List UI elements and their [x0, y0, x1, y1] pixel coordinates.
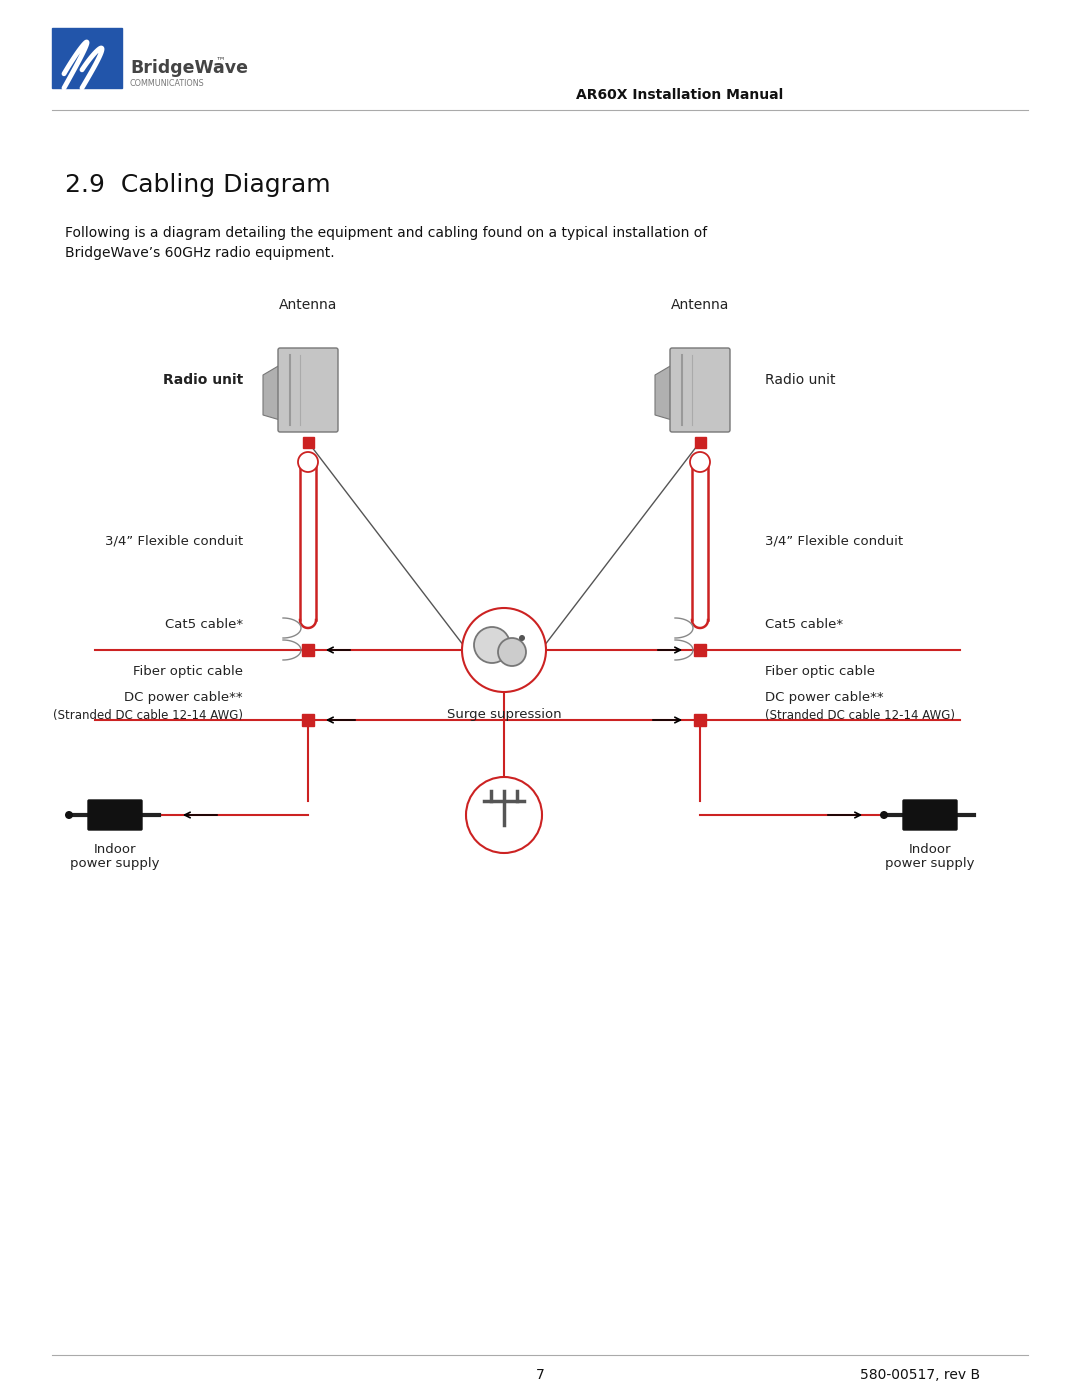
- Text: Antenna: Antenna: [671, 298, 729, 312]
- Circle shape: [519, 636, 525, 641]
- Text: COMMUNICATIONS: COMMUNICATIONS: [130, 80, 205, 88]
- FancyBboxPatch shape: [87, 800, 141, 830]
- Circle shape: [65, 812, 73, 819]
- Bar: [302, 644, 314, 657]
- Text: Radio unit: Radio unit: [765, 373, 836, 387]
- Text: Fiber optic cable: Fiber optic cable: [133, 665, 243, 679]
- Text: Indoor: Indoor: [908, 842, 951, 856]
- Text: Fiber optic cable: Fiber optic cable: [765, 665, 875, 679]
- Text: Radio unit: Radio unit: [163, 373, 243, 387]
- Bar: [302, 714, 314, 726]
- Text: Surge supression: Surge supression: [447, 708, 562, 721]
- Text: Cat5 cable*: Cat5 cable*: [765, 617, 843, 630]
- Circle shape: [690, 453, 710, 472]
- Polygon shape: [264, 365, 280, 420]
- Text: power supply: power supply: [886, 856, 975, 870]
- Text: ™: ™: [216, 54, 226, 66]
- Circle shape: [880, 812, 888, 819]
- Text: DC power cable**: DC power cable**: [765, 692, 883, 704]
- Circle shape: [498, 638, 526, 666]
- Text: 580-00517, rev B: 580-00517, rev B: [860, 1368, 980, 1382]
- Text: DC power cable**: DC power cable**: [124, 692, 243, 704]
- Text: 3/4” Flexible conduit: 3/4” Flexible conduit: [105, 535, 243, 548]
- Text: 7: 7: [536, 1368, 544, 1382]
- Text: 2.9  Cabling Diagram: 2.9 Cabling Diagram: [65, 173, 330, 197]
- Text: power supply: power supply: [70, 856, 160, 870]
- Text: BridgeWave: BridgeWave: [130, 59, 248, 77]
- Text: AR60X Installation Manual: AR60X Installation Manual: [577, 88, 784, 102]
- FancyBboxPatch shape: [670, 348, 730, 432]
- Text: Cat5 cable*: Cat5 cable*: [165, 617, 243, 630]
- Circle shape: [298, 453, 318, 472]
- Circle shape: [465, 777, 542, 854]
- Bar: [303, 437, 314, 448]
- Text: (Stranded DC cable 12-14 AWG): (Stranded DC cable 12-14 AWG): [765, 708, 955, 721]
- Bar: [694, 714, 706, 726]
- Polygon shape: [654, 365, 672, 420]
- FancyBboxPatch shape: [903, 800, 957, 830]
- Text: Indoor: Indoor: [94, 842, 136, 856]
- Text: Antenna: Antenna: [279, 298, 337, 312]
- Text: BridgeWave’s 60GHz radio equipment.: BridgeWave’s 60GHz radio equipment.: [65, 246, 335, 260]
- Text: (Stranded DC cable 12-14 AWG): (Stranded DC cable 12-14 AWG): [53, 708, 243, 721]
- FancyBboxPatch shape: [52, 28, 122, 88]
- Text: 3/4” Flexible conduit: 3/4” Flexible conduit: [765, 535, 903, 548]
- Bar: [694, 644, 706, 657]
- Text: Following is a diagram detailing the equipment and cabling found on a typical in: Following is a diagram detailing the equ…: [65, 226, 707, 240]
- Circle shape: [462, 608, 546, 692]
- Circle shape: [474, 627, 510, 664]
- Bar: [696, 437, 706, 448]
- FancyBboxPatch shape: [278, 348, 338, 432]
